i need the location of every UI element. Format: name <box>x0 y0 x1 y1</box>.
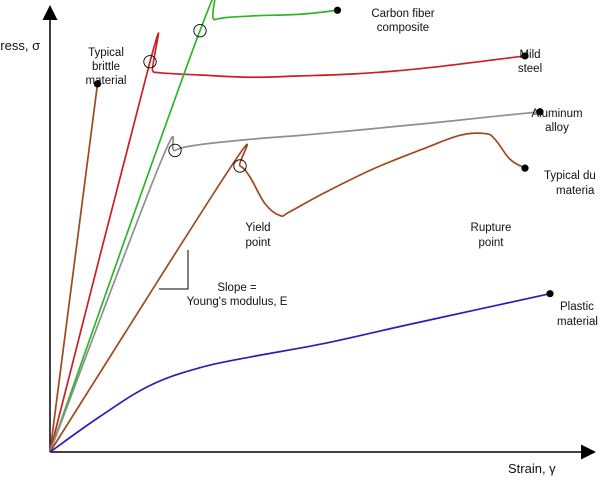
svg-text:point: point <box>246 237 272 249</box>
annotation-yield-point: Yield point <box>245 222 271 249</box>
series-layer <box>49 0 551 453</box>
svg-text:steel: steel <box>518 63 542 75</box>
slope-triangle <box>159 250 189 290</box>
y-axis-label: Stress, σ <box>0 38 40 53</box>
svg-text:Plastic: Plastic <box>560 301 594 313</box>
series-line-plastic-material <box>49 292 551 453</box>
yield-circle-carbon-fiber-composite <box>193 24 207 38</box>
rupture-dot-aluminum-alloy <box>536 108 544 116</box>
svg-text:Young's modulus, E: Young's modulus, E <box>187 296 288 308</box>
series-line-mild-steel <box>49 32 526 453</box>
svg-text:material: material <box>557 316 598 328</box>
rupture-dot-typical-ductile-material <box>521 164 529 172</box>
series-line-aluminum-alloy <box>49 110 541 453</box>
svg-text:Aluminum: Aluminum <box>531 108 582 120</box>
rupture-dot-carbon-fiber-composite <box>333 6 342 14</box>
x-axis-label: Strain, γ <box>508 461 556 476</box>
svg-text:Carbon fiber: Carbon fiber <box>371 8 434 20</box>
svg-text:Slope =: Slope = <box>217 282 257 294</box>
annotation-brittle: Typical brittle material <box>86 47 127 87</box>
annotation-aluminum: Aluminum alloy <box>531 108 582 134</box>
svg-text:Rupture: Rupture <box>471 222 512 234</box>
svg-text:material: material <box>86 75 127 87</box>
svg-text:point: point <box>479 237 505 249</box>
yield-circle-aluminum-alloy <box>168 143 182 158</box>
svg-text:brittle: brittle <box>92 61 120 73</box>
yield-circle-typical-ductile-material <box>233 159 247 173</box>
svg-text:alloy: alloy <box>545 122 569 134</box>
svg-text:Yield: Yield <box>245 222 270 234</box>
svg-text:Mild: Mild <box>519 49 540 61</box>
annotation-carbon-fiber: Carbon fiber composite <box>371 8 434 34</box>
svg-text:Typical: Typical <box>88 47 124 59</box>
svg-text:composite: composite <box>377 22 429 34</box>
series-line-carbon-fiber-composite <box>49 0 338 453</box>
svg-text:materia: materia <box>556 185 595 197</box>
rupture-dot-plastic-material <box>546 290 554 298</box>
yield-circle-mild-steel <box>143 55 157 69</box>
series-line-typical-ductile-material <box>49 132 526 453</box>
rupture-dot-mild-steel <box>521 52 529 60</box>
annotation-mild-steel: Mild steel <box>518 49 542 75</box>
annotation-plastic: Plastic material <box>557 301 598 328</box>
annotation-rupture-point: Rupture point <box>471 222 512 249</box>
svg-text:Typical du: Typical du <box>544 170 596 182</box>
marker-layer <box>93 6 554 298</box>
rupture-dot-typical-brittle-material <box>93 80 102 88</box>
series-line-typical-brittle-material <box>49 83 99 453</box>
annotation-slope: Slope = Young's modulus, E <box>187 282 288 308</box>
annotation-ductile: Typical du materia <box>544 170 596 197</box>
